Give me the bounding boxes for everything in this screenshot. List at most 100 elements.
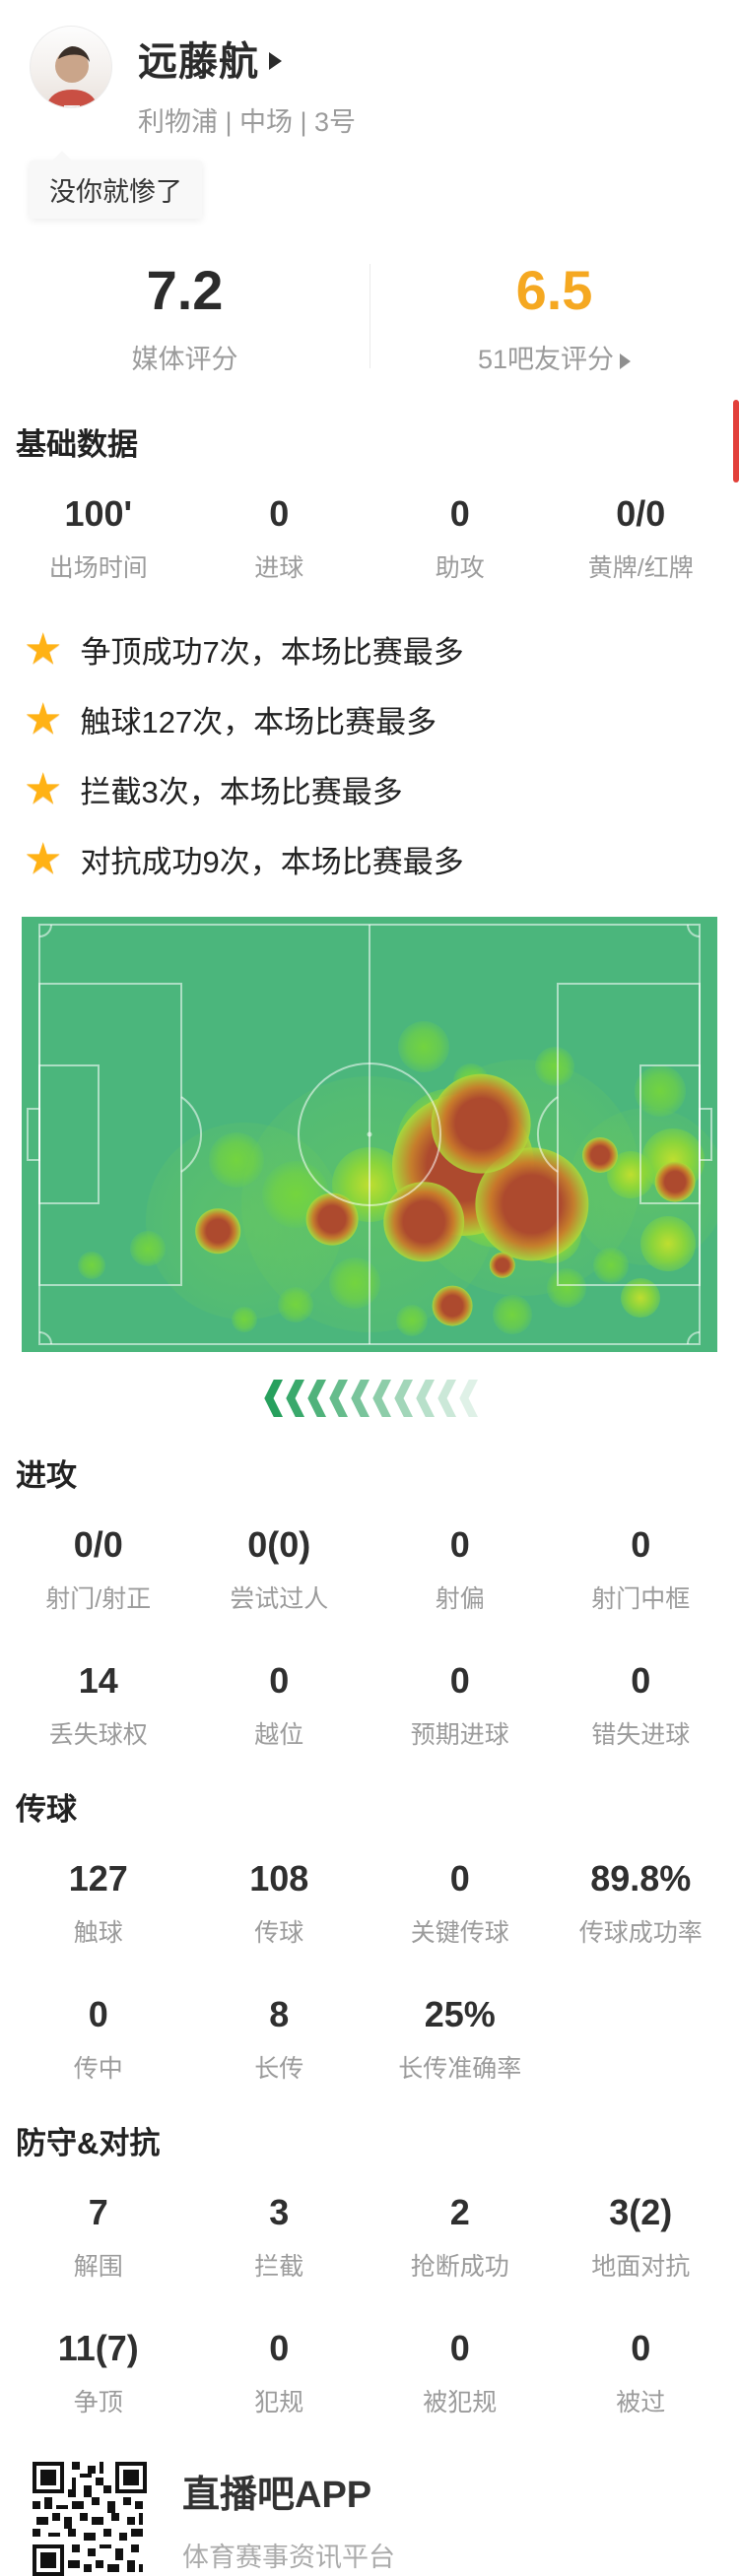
app-promo-banner[interactable]: 直播吧APP 体育赛事资讯平台 (0, 2462, 739, 2576)
stat-value: 11(7) (57, 2328, 139, 2368)
stat-value: 89.8% (590, 1858, 692, 1899)
stat-cell: 0 射偏 (370, 1524, 551, 1615)
stat-cell: 0 越位 (189, 1660, 370, 1751)
player-name: 远藤航 (138, 40, 259, 84)
stat-value: 2 (449, 2192, 470, 2232)
heat-blob-red (195, 1208, 240, 1254)
stat-label: 尝试过人 (230, 1585, 329, 1613)
app-name: 直播吧APP (182, 2475, 372, 2516)
player-name-button[interactable]: 远藤航 (138, 30, 356, 87)
highlight-row: ★ 拦截3次，本场比赛最多 (24, 767, 715, 811)
stat-value: 3 (269, 2192, 290, 2232)
ratings-panel: 7.2 媒体评分 6.5 51吧友评分 (0, 252, 739, 483)
stat-cell: 0/0 射门/射正 (8, 1524, 189, 1615)
heat-blob-red (383, 1182, 464, 1262)
section-title-passing: 传球 (16, 1792, 77, 1827)
heat-blob-green (231, 1306, 257, 1332)
avatar-placeholder-silhouette (45, 45, 99, 107)
section-title-attack: 进攻 (16, 1458, 77, 1493)
highlight-row: ★ 争顶成功7次，本场比赛最多 (24, 627, 715, 672)
section-title-defense: 防守&对抗 (16, 2126, 161, 2160)
stat-label: 长传准确率 (398, 2055, 522, 2083)
stat-value: 0 (269, 1660, 290, 1701)
stat-cell: 108 传球 (189, 1858, 370, 1949)
chevron-left-icon (264, 1380, 283, 1417)
chevron-left-icon (459, 1380, 478, 1417)
stat-label: 抢断成功 (410, 2253, 509, 2281)
stat-cell: 100' 出场时间 (8, 493, 189, 584)
stat-cell: 0 射门中框 (551, 1524, 732, 1615)
star-icon: ★ (24, 694, 63, 743)
fan-rating-label: 51吧友评分 (370, 338, 739, 376)
chevron-left-icon (416, 1380, 435, 1417)
stat-value: 0/0 (73, 1524, 123, 1565)
stat-value: 0/0 (616, 493, 666, 534)
attack-direction-arrows (0, 1380, 739, 1417)
stat-value: 0(0) (247, 1524, 311, 1565)
highlight-row: ★ 对抗成功9次，本场比赛最多 (24, 837, 715, 881)
chevron-left-icon (351, 1380, 370, 1417)
stat-label: 被犯规 (423, 2389, 498, 2416)
stat-value: 0 (449, 1858, 470, 1899)
fan-rating-link[interactable]: 6.5 51吧友评分 (370, 258, 739, 376)
stat-label: 解围 (73, 2253, 123, 2281)
scroll-indicator[interactable] (733, 400, 739, 483)
highlight-text: 对抗成功9次，本场比赛最多 (80, 845, 464, 879)
heat-blob-green (546, 1268, 586, 1309)
player-team-info: 利物浦 | 中场 | 3号 (138, 107, 357, 137)
heat-blob-green (209, 1132, 265, 1189)
fan-comment-tag[interactable]: 没你就惨了 (30, 161, 202, 219)
highlight-text: 争顶成功7次，本场比赛最多 (80, 635, 464, 670)
stat-value: 8 (269, 1994, 290, 2034)
stat-value: 0 (269, 493, 290, 534)
stat-cell: 8 长传 (189, 1994, 370, 2085)
stat-label: 射门/射正 (45, 1585, 152, 1613)
heat-blob-green (592, 1248, 629, 1284)
stat-grid-defense: 7 解围 3 拦截 2 抢断成功 3(2) 地面对抗 11(7) 争顶 0 犯规 0 被犯规 0 被过 (0, 2192, 739, 2418)
stat-grid-attack: 0/0 射门/射正 0(0) 尝试过人 0 射偏 0 射门中框 14 丢失球权 0 越位 0 预期进球 0 错… (0, 1524, 739, 1751)
highlight-list: ★ 争顶成功7次，本场比赛最多 ★ 触球127次，本场比赛最多 ★ 拦截3次，本场比赛最多… (0, 627, 739, 881)
stat-label: 错失进球 (591, 1721, 691, 1749)
stat-cell: 0 被犯规 (370, 2328, 551, 2418)
stat-value: 14 (78, 1660, 118, 1701)
stat-label: 助攻 (435, 554, 485, 582)
highlight-row: ★ 触球127次，本场比赛最多 (24, 697, 715, 741)
chevron-left-icon (307, 1380, 326, 1417)
heat-blob-green (396, 1305, 429, 1337)
stat-label: 被过 (616, 2389, 666, 2416)
stat-value: 0 (631, 1660, 651, 1701)
stat-label: 出场时间 (48, 554, 148, 582)
chevron-left-icon (394, 1380, 413, 1417)
chevron-right-icon (620, 353, 632, 369)
stat-cell: 0/0 黄牌/红牌 (551, 493, 732, 584)
heat-blob-green (635, 1064, 687, 1117)
stat-value: 100' (64, 493, 133, 534)
media-rating-value: 7.2 (146, 259, 224, 321)
player-avatar[interactable] (30, 26, 112, 108)
stat-cell: 0 错失进球 (551, 1660, 732, 1751)
stat-value: 0 (88, 1994, 108, 2034)
heat-blob-red (432, 1285, 473, 1326)
stat-label: 传球 (254, 1919, 304, 1947)
stat-value: 25% (424, 1994, 496, 2034)
stat-label: 黄牌/红牌 (587, 554, 694, 582)
stat-cell: 2 抢断成功 (370, 2192, 551, 2283)
stat-value: 3(2) (609, 2192, 673, 2232)
stat-cell: 127 触球 (8, 1858, 189, 1949)
media-rating: 7.2 媒体评分 (0, 258, 370, 376)
stat-label: 射门中框 (591, 1585, 691, 1613)
heat-blob-green (129, 1230, 166, 1266)
heat-blob-red (489, 1252, 516, 1279)
app-description: 体育赛事资讯平台 (182, 2543, 395, 2572)
star-icon: ★ (24, 624, 63, 674)
highlight-text: 触球127次，本场比赛最多 (80, 705, 437, 740)
heat-blob-red (431, 1073, 531, 1174)
stat-cell: 0 助攻 (370, 493, 551, 584)
heat-blob-green (398, 1021, 450, 1073)
stat-cell: 25% 长传准确率 (370, 1994, 551, 2085)
stat-value: 108 (249, 1858, 309, 1899)
fan-rating-value: 6.5 (515, 259, 593, 321)
stat-label: 传中 (73, 2055, 123, 2083)
stat-cell: 7 解围 (8, 2192, 189, 2283)
heat-blob-green (278, 1286, 314, 1322)
